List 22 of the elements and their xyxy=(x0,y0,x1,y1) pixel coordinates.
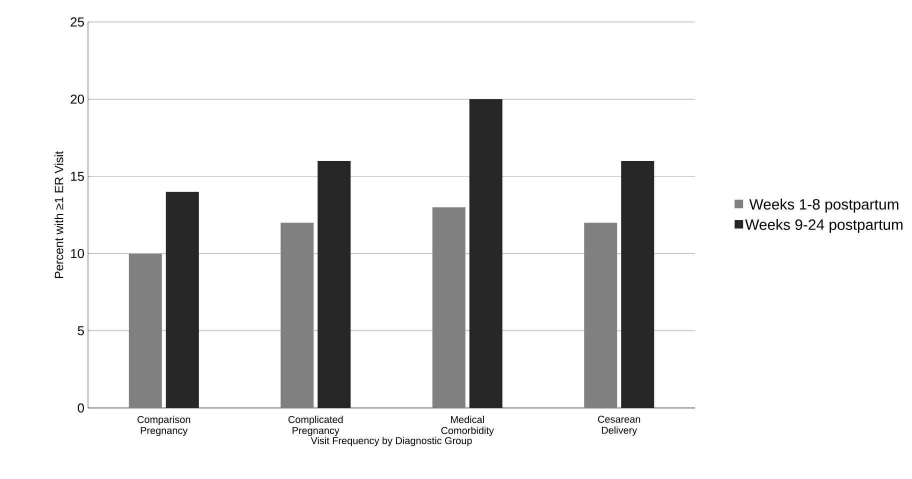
x-axis-title: Visit Frequency by Diagnostic Group xyxy=(310,436,472,446)
bar xyxy=(621,160,654,408)
bar xyxy=(280,222,314,408)
y-tick-label: 15 xyxy=(71,172,84,181)
x-tick-label: Comparison Pregnancy xyxy=(138,416,190,436)
y-tick-label: 25 xyxy=(70,17,84,27)
y-tick-label: 10 xyxy=(71,248,84,258)
bar xyxy=(128,254,162,408)
y-tick-label: 5 xyxy=(78,326,84,336)
bar xyxy=(166,192,199,408)
legend-label: Weeks 1-8 postpartum xyxy=(749,198,898,213)
y-tick-label: 0 xyxy=(78,403,84,413)
bar xyxy=(432,207,466,408)
bar xyxy=(318,160,351,408)
bar xyxy=(469,99,502,408)
x-tick-label: Medical Comorbidity xyxy=(441,416,494,436)
y-tick-label: 20 xyxy=(70,94,84,104)
x-tick-label: Complicated Pregnancy xyxy=(288,416,343,436)
legend-label: Weeks 9-24 postpartum xyxy=(745,218,902,233)
x-tick-label: Cesarean Delivery xyxy=(598,416,640,436)
y-axis-title: Percent with ≥1 ER Visit xyxy=(54,151,64,278)
bar xyxy=(584,222,618,408)
